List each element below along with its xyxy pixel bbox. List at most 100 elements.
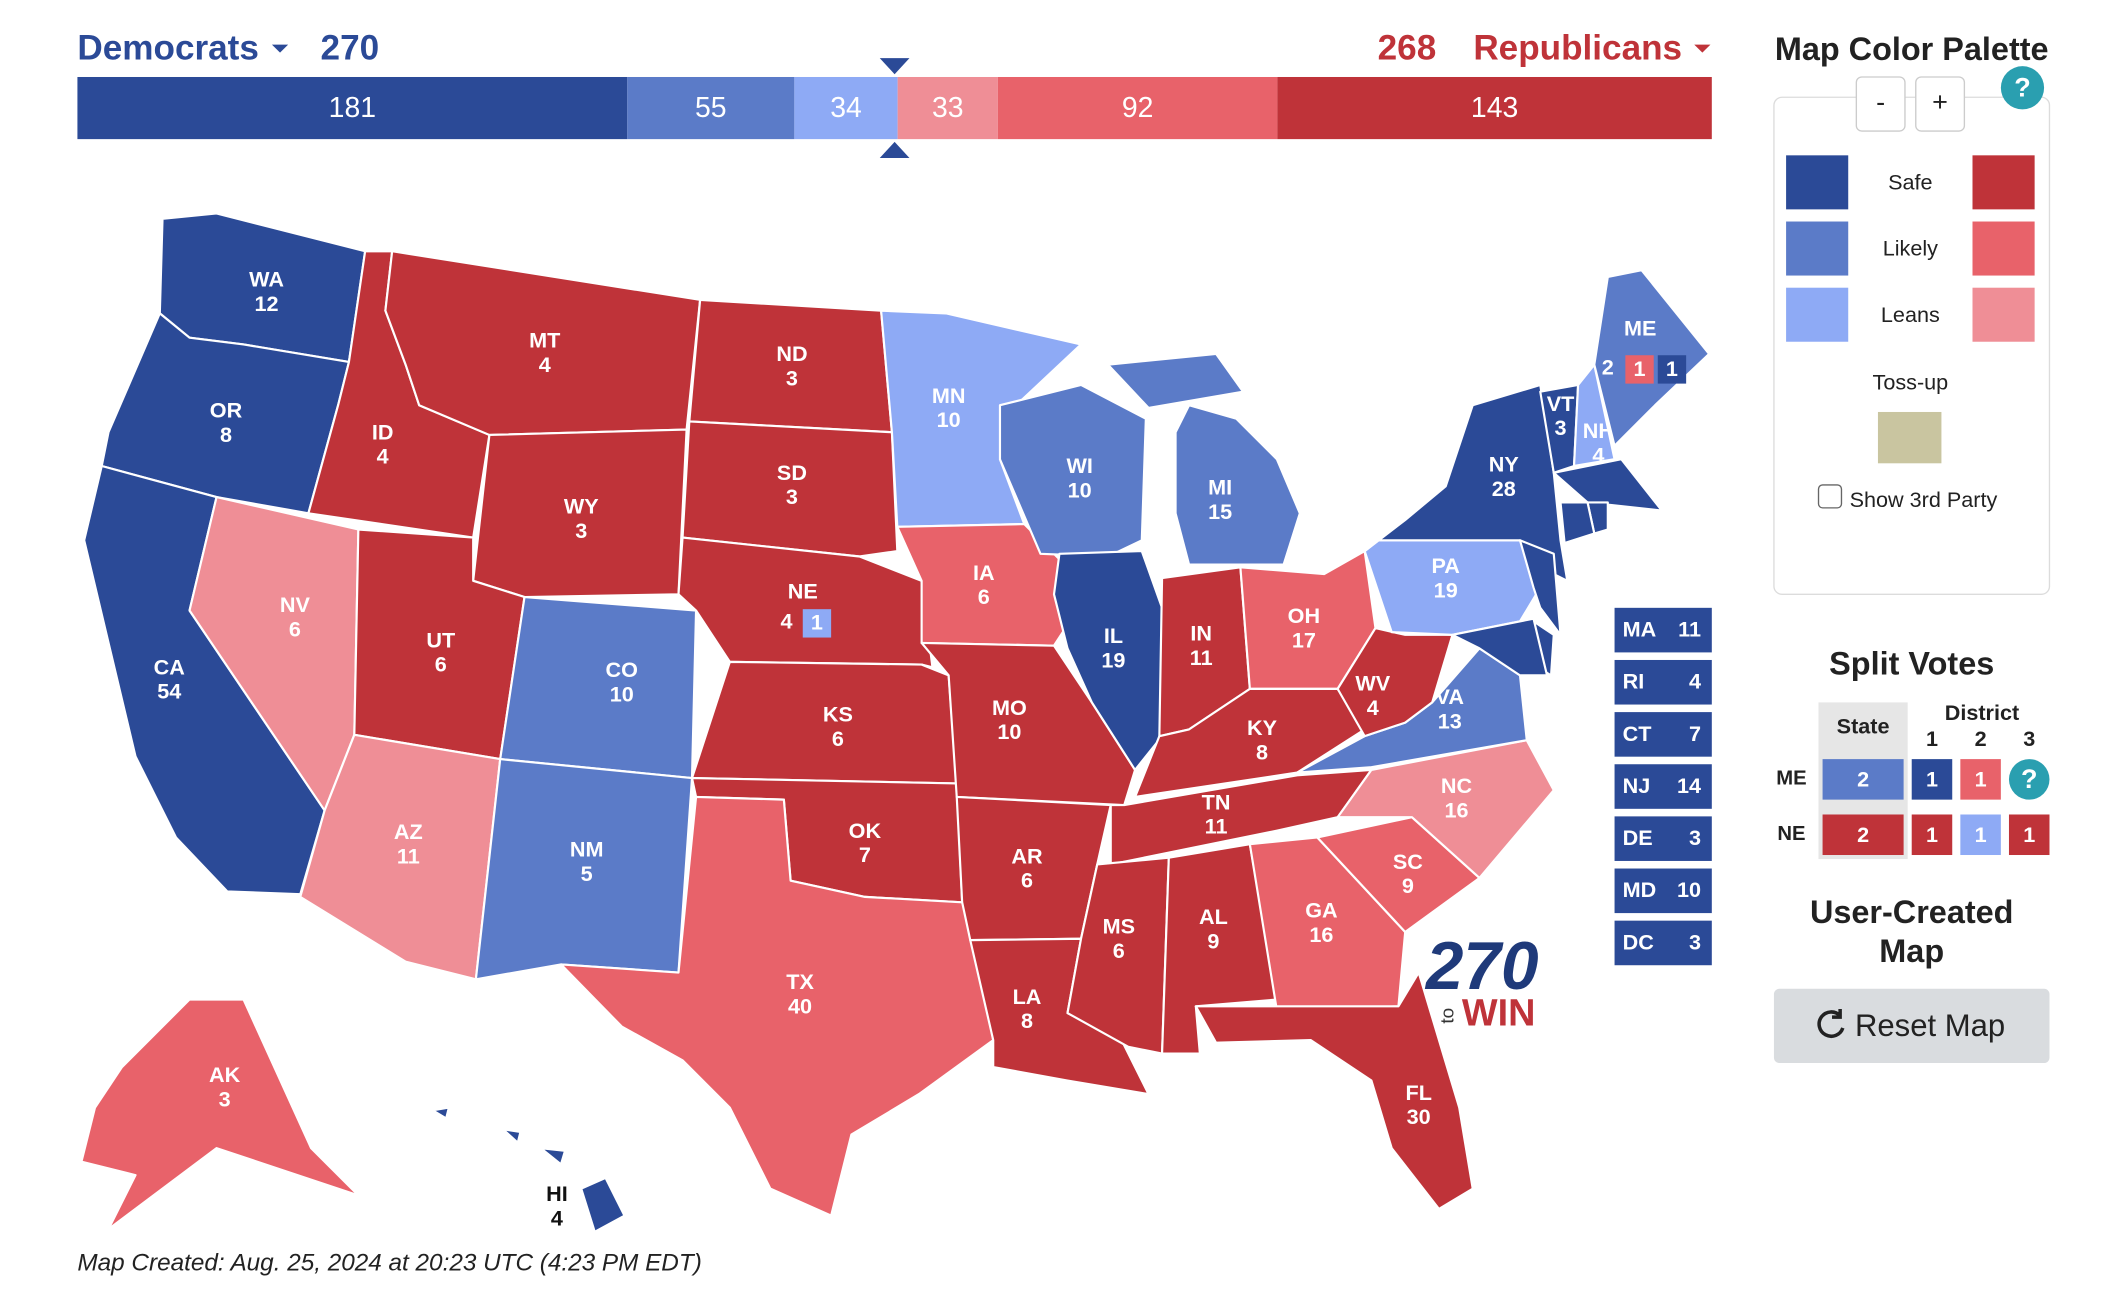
small-state-label: MD — [1623, 877, 1657, 902]
state-label: NY — [1489, 452, 1520, 477]
state-votes: 6 — [1021, 868, 1033, 893]
small-state-box[interactable] — [1614, 764, 1712, 809]
split-district-votes: 1 — [1975, 822, 1987, 847]
small-state-label: RI — [1623, 669, 1645, 694]
swatch-tossup[interactable] — [1877, 411, 1942, 464]
state[interactable] — [1109, 768, 1373, 866]
split-district-box[interactable] — [1960, 814, 2001, 856]
small-state-votes: 14 — [1677, 773, 1701, 798]
small-state-votes: 3 — [1689, 929, 1701, 954]
small-state-box[interactable] — [1614, 920, 1712, 966]
small-state-box[interactable] — [1614, 868, 1712, 914]
split-state-box[interactable] — [1822, 814, 1904, 856]
user-map-title: User-Created — [1810, 894, 2014, 930]
swatch-dem[interactable] — [1786, 221, 1849, 276]
split-district-box[interactable] — [1960, 759, 2001, 800]
bar-label: 92 — [1122, 92, 1154, 124]
reset-button[interactable] — [1773, 988, 2050, 1064]
help-button[interactable] — [2000, 66, 2045, 110]
reset-icon — [1817, 1008, 1845, 1038]
palette-row-label: Likely — [1883, 236, 1938, 261]
swatch-rep[interactable] — [1972, 221, 2035, 276]
state[interactable] — [1248, 836, 1407, 1012]
help-button[interactable] — [2008, 759, 2050, 800]
bar-segment — [627, 76, 795, 140]
bar-segment — [794, 76, 898, 140]
state[interactable] — [431, 1106, 450, 1120]
state-votes: 4 — [781, 608, 793, 633]
swatch-dem[interactable] — [1786, 155, 1849, 210]
state[interactable] — [501, 1128, 522, 1144]
state[interactable] — [1174, 404, 1301, 566]
state-label: TN — [1202, 789, 1231, 814]
state-label: UT — [426, 627, 455, 652]
dem-label[interactable]: Democrats — [77, 28, 258, 67]
state[interactable] — [472, 428, 688, 599]
state-label: VA — [1436, 684, 1465, 709]
state-votes: 10 — [610, 681, 634, 706]
state-label: NC — [1441, 773, 1473, 798]
bar-segment — [1277, 76, 1712, 140]
state-label: CA — [154, 654, 186, 679]
district-header: District — [1945, 700, 2019, 725]
checkbox[interactable] — [1817, 484, 1843, 509]
state-votes: 4 — [1367, 695, 1379, 720]
small-state-label: MA — [1623, 616, 1657, 641]
state-votes: 4 — [551, 1205, 563, 1230]
swatch-dem[interactable] — [1786, 287, 1849, 342]
state-votes: 54 — [157, 679, 181, 704]
split-district-box[interactable] — [1911, 759, 1953, 800]
split-district-votes: 1 — [1926, 766, 1938, 791]
state-label: AL — [1199, 904, 1228, 929]
bar-segment — [77, 76, 628, 140]
reset-label[interactable]: Reset Map — [1855, 1008, 2005, 1043]
small-state-box[interactable] — [1614, 659, 1712, 705]
district-box[interactable] — [1625, 355, 1654, 384]
state[interactable] — [1194, 971, 1474, 1210]
state-votes: 19 — [1434, 577, 1458, 602]
state-votes: 6 — [289, 616, 301, 641]
state[interactable] — [1106, 352, 1245, 410]
state[interactable] — [580, 1176, 626, 1233]
state[interactable] — [1518, 539, 1562, 636]
small-state-votes: 4 — [1689, 669, 1701, 694]
split-district-box[interactable] — [2008, 814, 2050, 856]
zoom-in-button[interactable] — [1915, 76, 1966, 132]
third-party-label: Show 3rd Party — [1850, 487, 1998, 512]
small-state-box[interactable] — [1614, 607, 1712, 653]
state[interactable] — [681, 420, 899, 558]
state-votes: 5 — [581, 861, 593, 886]
state[interactable] — [1552, 458, 1663, 512]
state[interactable] — [1336, 739, 1555, 880]
state[interactable] — [1363, 383, 1569, 582]
state-label: ID — [372, 419, 394, 444]
state[interactable] — [80, 998, 360, 1231]
zoom-out-button[interactable] — [1855, 76, 1906, 132]
swatch-rep[interactable] — [1972, 287, 2035, 342]
state-votes: 12 — [255, 291, 279, 316]
state-votes: 40 — [788, 993, 812, 1018]
state[interactable] — [1451, 617, 1549, 677]
district-box[interactable] — [802, 609, 832, 638]
state[interactable] — [1052, 550, 1164, 771]
state[interactable] — [539, 1147, 567, 1166]
state[interactable] — [499, 595, 698, 780]
district-box[interactable] — [1657, 355, 1687, 384]
dropdown-caret — [1694, 44, 1711, 53]
rep-label[interactable]: Republicans — [1473, 28, 1682, 67]
swatch-rep[interactable] — [1972, 155, 2035, 210]
small-state-box[interactable] — [1614, 712, 1712, 757]
state[interactable] — [920, 641, 1137, 807]
small-state-box[interactable] — [1614, 816, 1712, 861]
state-label: LA — [1013, 984, 1042, 1009]
state[interactable] — [1559, 501, 1596, 545]
split-district-box[interactable] — [1911, 814, 1953, 856]
state-votes: 4 — [1592, 442, 1604, 467]
state[interactable] — [1572, 363, 1616, 468]
state-votes: 8 — [220, 422, 232, 447]
state[interactable] — [998, 383, 1147, 558]
split-state-box[interactable] — [1822, 759, 1904, 800]
state[interactable] — [1336, 627, 1454, 738]
state-label: MO — [992, 695, 1027, 720]
state-votes: 9 — [1207, 929, 1219, 954]
